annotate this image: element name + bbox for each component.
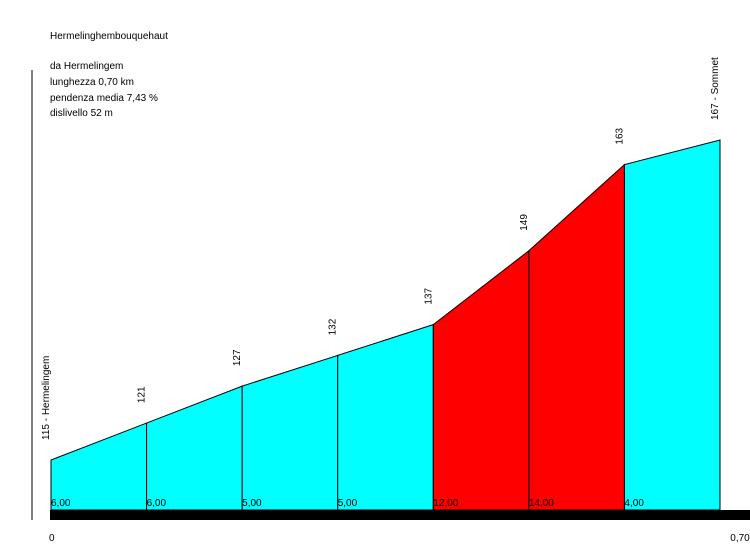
altitude-label: 121 bbox=[137, 386, 148, 403]
base-bar bbox=[50, 510, 750, 520]
altitude-label: 167 - Sommet bbox=[710, 57, 721, 120]
altitude-label: 163 bbox=[614, 127, 625, 144]
gradient-label: 5,00 bbox=[338, 498, 358, 509]
gradient-label: 5,00 bbox=[242, 498, 262, 509]
gradient-label: 14,00 bbox=[529, 498, 554, 509]
altitude-label: 137 bbox=[423, 287, 434, 304]
gradient-label: 6,00 bbox=[51, 498, 71, 509]
profile-segment bbox=[50, 422, 148, 511]
gradient-label: 6,00 bbox=[147, 498, 167, 509]
profile-segment bbox=[241, 354, 339, 511]
altitude-label: 132 bbox=[328, 318, 339, 335]
profile-segment bbox=[432, 249, 530, 511]
x-tick-label: 0 bbox=[49, 533, 55, 544]
altitude-label: 149 bbox=[519, 214, 530, 231]
profile-segment bbox=[146, 385, 243, 511]
gradient-line: pendenza media 7,43 % bbox=[50, 93, 158, 104]
profile-segment bbox=[337, 323, 434, 511]
climb-name: Hermelinghembouquehaut bbox=[50, 31, 168, 42]
profile-labels: 115 - Hermelingem 121 127 132 137 149 163 167 -… bbox=[41, 57, 750, 544]
altitude-label: 115 - Hermelingem bbox=[41, 356, 52, 440]
start-line: da Hermelingem bbox=[50, 61, 124, 72]
profile-segment bbox=[528, 163, 625, 511]
length-line: lunghezza 0,70 km bbox=[50, 77, 134, 88]
altitude-label: 127 bbox=[232, 349, 243, 366]
gradient-label: 12,00 bbox=[433, 498, 458, 509]
profile-segments bbox=[50, 139, 721, 511]
profile-segment bbox=[623, 139, 721, 511]
x-tick-label: 0,70 bbox=[730, 533, 750, 544]
elevation-line: dislivello 52 m bbox=[50, 108, 113, 119]
gradient-label: 4,00 bbox=[624, 498, 644, 509]
